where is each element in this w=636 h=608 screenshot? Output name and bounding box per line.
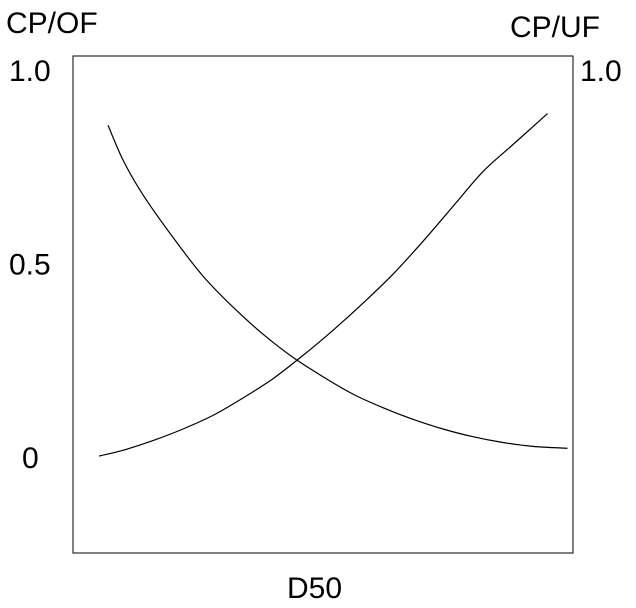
y-right-tick-labels: 1.0 bbox=[580, 55, 622, 88]
series-line-right-axis bbox=[98, 113, 548, 457]
series-layer bbox=[98, 113, 568, 457]
series-line-left-axis bbox=[107, 124, 568, 449]
y-right-tick-label: 1.0 bbox=[580, 55, 622, 88]
y-left-axis-label: CP/OF bbox=[6, 7, 98, 40]
y-left-tick-label: 0.5 bbox=[9, 249, 51, 282]
y-right-axis-label: CP/UF bbox=[510, 11, 600, 44]
y-left-tick-label: 0 bbox=[22, 442, 39, 475]
x-axis-label: D50 bbox=[287, 572, 342, 605]
plot-frame bbox=[72, 55, 574, 554]
y-left-tick-label: 1.0 bbox=[9, 55, 51, 88]
y-left-tick-labels: 1.0 0.5 0 bbox=[9, 55, 51, 475]
